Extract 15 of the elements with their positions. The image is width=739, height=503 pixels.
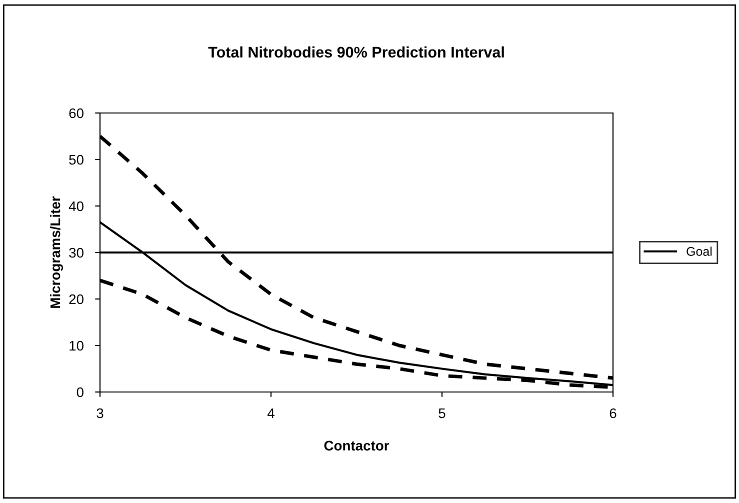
y-tick-label: 60 xyxy=(69,108,84,118)
x-tick-label: 4 xyxy=(267,408,274,418)
x-tick-label: 6 xyxy=(610,408,616,418)
y-tick-label: 0 xyxy=(76,387,84,398)
x-tick-label: 3 xyxy=(96,408,104,418)
y-tick-label: 50 xyxy=(69,154,84,165)
x-axis-title: Contactor xyxy=(324,440,390,451)
y-tick-label: 10 xyxy=(70,340,84,351)
y-axis-title: Micrograms/Liter xyxy=(50,196,64,308)
x-tick-label: 5 xyxy=(438,408,446,418)
y-tick-label: 20 xyxy=(69,294,84,304)
legend-label: Goal xyxy=(686,246,712,256)
chart-title: Total Nitrobodies 90% Prediction Interval xyxy=(208,46,504,58)
y-tick-label: 30 xyxy=(69,248,84,258)
y-tick-label: 40 xyxy=(68,201,84,212)
